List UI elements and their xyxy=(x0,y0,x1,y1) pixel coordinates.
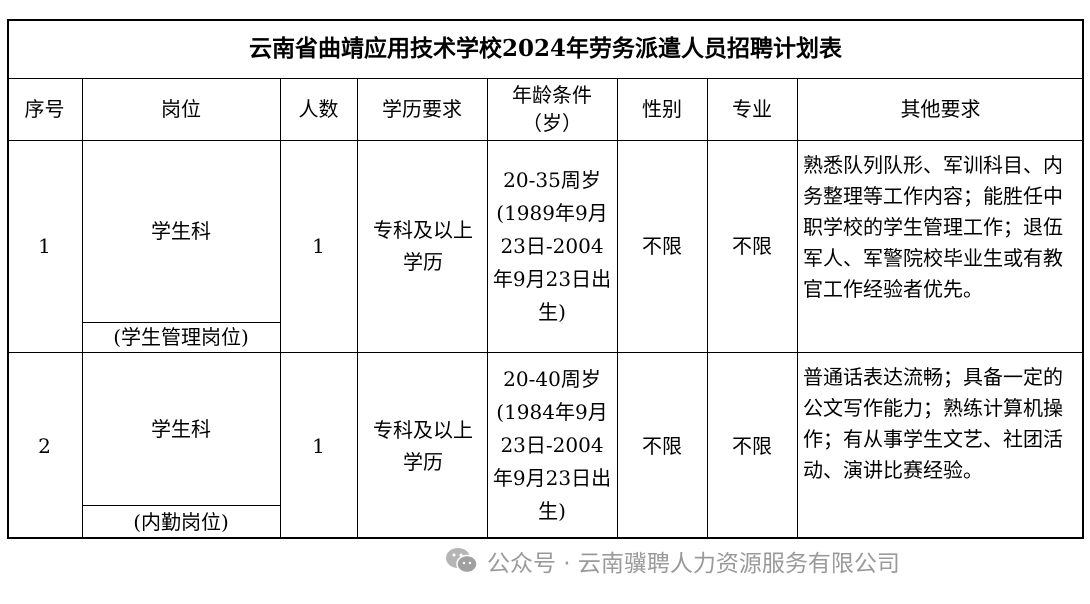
row-gender: 不限 xyxy=(642,234,682,258)
row-no: 1 xyxy=(38,234,51,258)
row-major: 不限 xyxy=(732,234,772,258)
row-post-sub: (学生管理岗位) xyxy=(113,325,249,349)
row-other: 普通话表达流畅；具备一定的公文写作能力；熟练计算机操作；有从事学生文艺、社团活动… xyxy=(803,365,1063,482)
header-post: 岗位 xyxy=(161,97,201,121)
row-edu: 专科及以上学历 xyxy=(373,417,473,474)
row-major: 不限 xyxy=(732,433,772,458)
row-no: 2 xyxy=(38,433,51,458)
header-edu: 学历要求 xyxy=(382,97,462,121)
row-edu: 专科及以上学历 xyxy=(373,218,473,274)
table-border xyxy=(7,19,1084,539)
row-post: 学生科 xyxy=(151,416,211,441)
header-other: 其他要求 xyxy=(900,97,981,121)
header-major: 专业 xyxy=(732,97,772,121)
row-count: 1 xyxy=(312,433,325,458)
row-post-sub: (内勤岗位) xyxy=(133,510,229,534)
row-gender: 不限 xyxy=(642,433,682,458)
table-title: 云南省曲靖应用技术学校2024年劳务派遣人员招聘计划表 xyxy=(248,35,842,62)
watermark-text: 公众号 · 云南骥聘人力资源服务有限公司 xyxy=(487,551,900,577)
row-age: 20-35周岁(1989年9月23日-2004年9月23日出生) xyxy=(492,167,612,324)
row-age: 20-40周岁(1984年9月23日-2004年9月23日出生) xyxy=(492,367,612,523)
row-count: 1 xyxy=(312,234,325,258)
row-other: 熟悉队列队形、军训科目、内务整理等工作内容；能胜任中职学校的学生管理工作；退伍军… xyxy=(803,153,1063,301)
header-gender: 性别 xyxy=(642,97,682,121)
row-post: 学生科 xyxy=(151,219,211,243)
header-age: 年龄条件（岁） xyxy=(512,83,592,135)
header-no: 序号 xyxy=(24,97,65,121)
watermark: 公众号 · 云南骥聘人力资源服务有限公司 xyxy=(445,544,900,578)
header-count: 人数 xyxy=(298,97,339,121)
wechat-icon xyxy=(446,548,478,574)
